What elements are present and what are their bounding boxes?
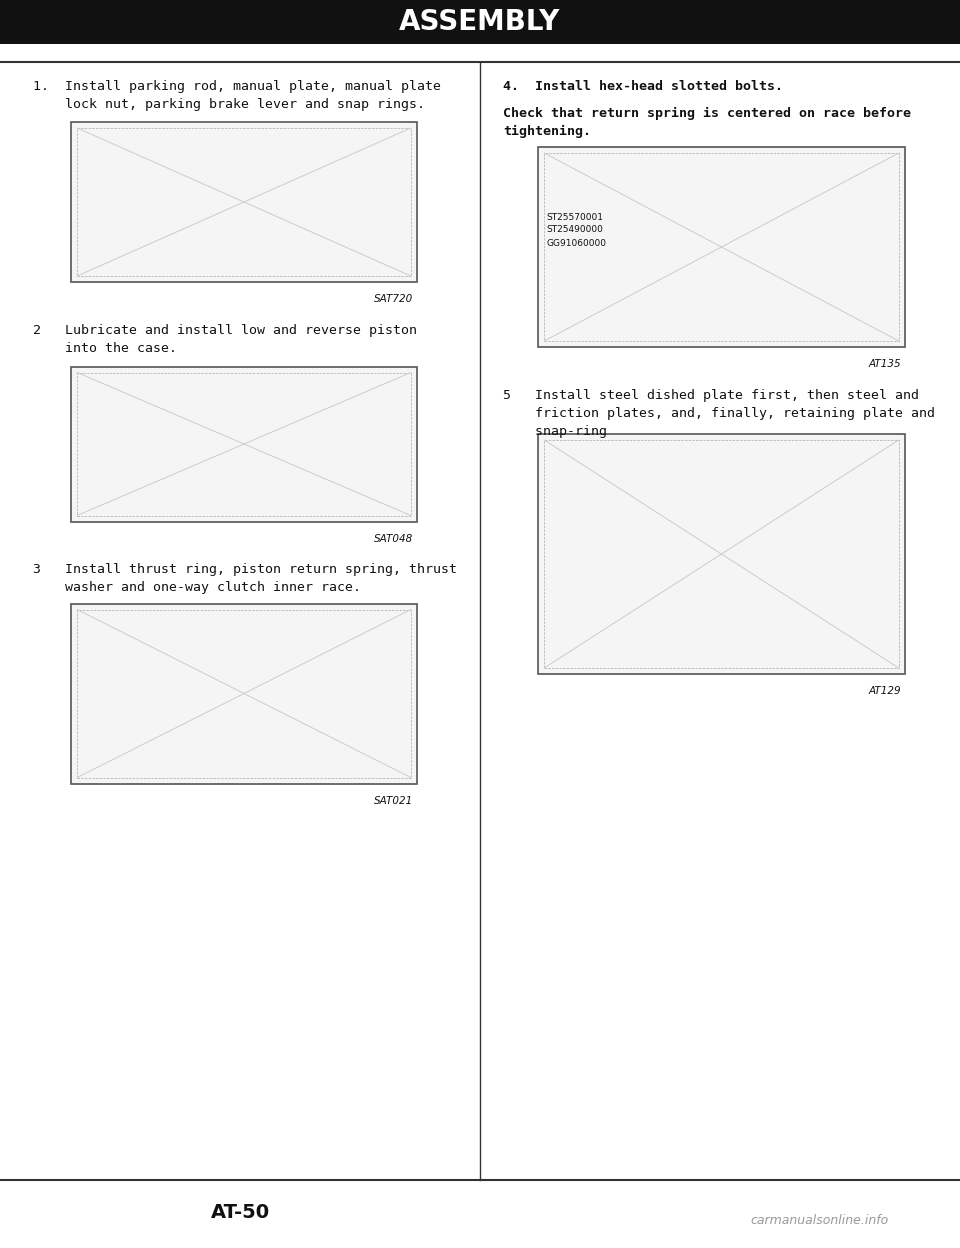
Text: ST25570001: ST25570001 (546, 212, 603, 221)
Text: 5   Install steel dished plate first, then steel and
    friction plates, and, f: 5 Install steel dished plate first, then… (503, 389, 935, 438)
Text: Check that return spring is centered on race before
tightening.: Check that return spring is centered on … (503, 107, 911, 139)
Text: GG91060000: GG91060000 (546, 238, 606, 247)
Bar (544, 441, 899, 668)
Text: SAT021: SAT021 (373, 795, 413, 805)
Text: ST25490000: ST25490000 (546, 226, 603, 235)
Text: AT135: AT135 (868, 359, 900, 369)
Text: SAT720: SAT720 (373, 295, 413, 305)
Bar (71, 604, 417, 784)
Text: AT-50: AT-50 (210, 1203, 270, 1223)
Bar (71, 367, 417, 522)
Text: SAT048: SAT048 (373, 533, 413, 543)
Bar (539, 434, 904, 674)
Bar (77, 372, 411, 515)
Bar (71, 122, 417, 282)
Text: 3   Install thrust ring, piston return spring, thrust
    washer and one-way clu: 3 Install thrust ring, piston return spr… (33, 564, 457, 594)
Text: 1.  Install parking rod, manual plate, manual plate
    lock nut, parking brake : 1. Install parking rod, manual plate, ma… (33, 80, 441, 111)
Bar (544, 154, 899, 341)
Bar (77, 609, 411, 778)
Bar (0, 0, 960, 44)
Text: 4.  Install hex-head slotted bolts.: 4. Install hex-head slotted bolts. (503, 80, 783, 94)
Text: carmanualsonline.info: carmanualsonline.info (751, 1213, 889, 1227)
Bar (539, 147, 904, 347)
Text: 2   Lubricate and install low and reverse piston
    into the case.: 2 Lubricate and install low and reverse … (33, 324, 417, 354)
Text: ASSEMBLY: ASSEMBLY (399, 7, 561, 36)
Text: AT129: AT129 (868, 686, 900, 696)
Bar (77, 129, 411, 276)
